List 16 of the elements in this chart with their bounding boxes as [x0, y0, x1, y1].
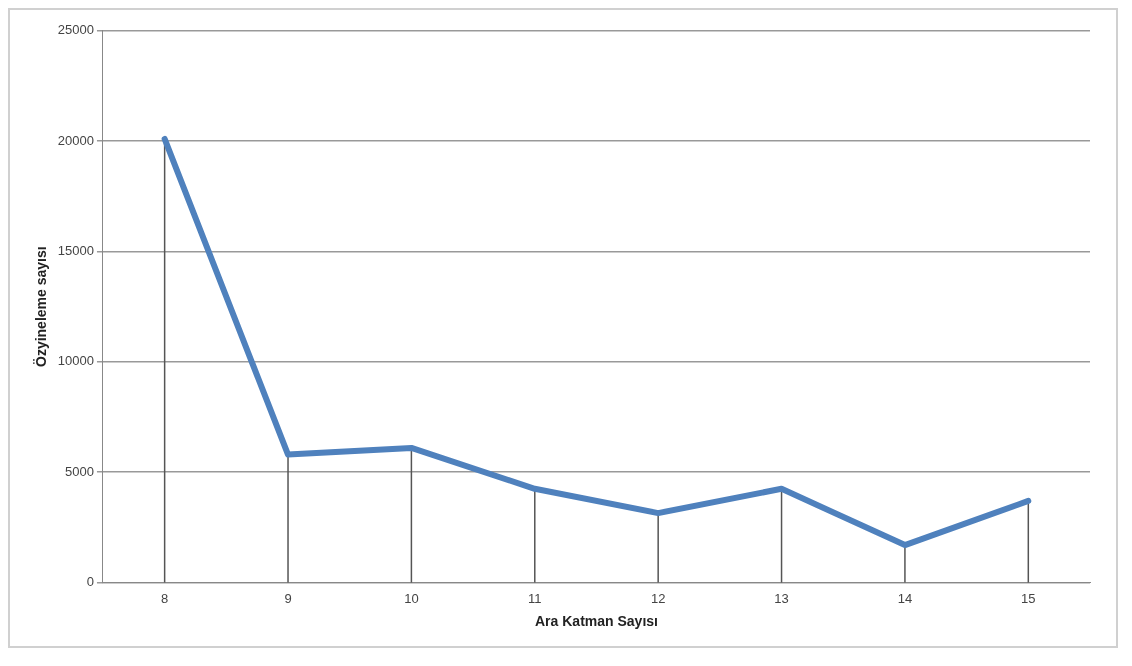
y-tick-label: 15000 [57, 243, 94, 259]
y-tick-label: 20000 [57, 132, 94, 148]
y-axis-title: Özyineleme sayısı [33, 246, 50, 368]
x-tick-label: 15 [1021, 590, 1036, 606]
x-tick-label: 12 [650, 590, 666, 606]
y-tick-label: 5000 [65, 463, 94, 479]
x-tick-label: 11 [528, 590, 542, 606]
x-tick-label: 8 [161, 590, 169, 606]
x-tick-label: 13 [774, 590, 789, 606]
x-tick-label: 10 [404, 590, 419, 606]
y-tick-label: 10000 [57, 353, 94, 369]
y-tick-label: 0 [86, 574, 94, 590]
x-axis-title: Ara Katman Sayısı [535, 613, 658, 630]
x-tick-label: 9 [284, 590, 292, 606]
x-tick-label: 14 [897, 590, 913, 606]
y-tick-label: 25000 [57, 22, 94, 38]
